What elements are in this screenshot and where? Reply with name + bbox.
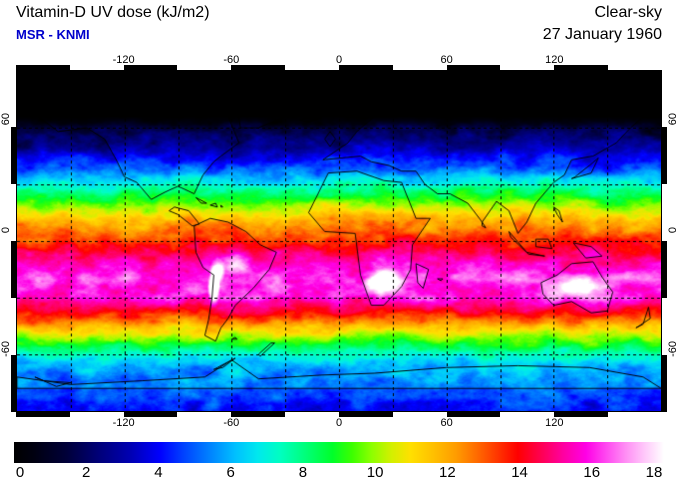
axis-tickbar-right bbox=[662, 70, 667, 412]
source-label: MSR - KNMI bbox=[16, 27, 90, 42]
x-axis-label-top: -60 bbox=[223, 54, 240, 66]
colorbar bbox=[14, 442, 664, 463]
y-axis-label-left: -60 bbox=[0, 341, 12, 357]
y-axis-label-right: -60 bbox=[667, 341, 678, 357]
world-map-heatmap bbox=[16, 70, 662, 412]
x-axis-label-top: 60 bbox=[440, 54, 453, 66]
y-axis-label-right: 60 bbox=[667, 113, 678, 126]
x-axis-label-bottom: 0 bbox=[335, 417, 343, 429]
map-canvas bbox=[17, 71, 661, 411]
x-axis-label-top: 0 bbox=[335, 54, 343, 66]
x-axis-label-bottom: 120 bbox=[545, 417, 564, 429]
x-axis-label-top: -120 bbox=[112, 54, 135, 66]
chart-header: Vitamin-D UV dose (kJ/m2) MSR - KNMI Cle… bbox=[0, 0, 678, 52]
condition-label: Clear-sky bbox=[594, 4, 662, 21]
colorbar-tick-label: 6 bbox=[226, 464, 235, 481]
axis-tickbar-top bbox=[16, 65, 662, 70]
x-axis-label-bottom: -120 bbox=[112, 417, 135, 429]
colorbar-tick-label: 18 bbox=[645, 464, 663, 481]
axis-tickbar-bottom bbox=[16, 412, 662, 417]
colorbar-tick-label: 16 bbox=[583, 464, 601, 481]
y-axis-label-left: 0 bbox=[0, 227, 12, 234]
x-axis-label-bottom: 60 bbox=[440, 417, 453, 429]
colorbar-tick-label: 14 bbox=[511, 464, 528, 481]
colorbar-tick-label: 2 bbox=[82, 464, 91, 481]
y-axis-label-left: 60 bbox=[0, 113, 12, 126]
colorbar-tick-label: 10 bbox=[366, 464, 384, 481]
x-axis-label-top: 120 bbox=[545, 54, 564, 66]
page-title: Vitamin-D UV dose (kJ/m2) bbox=[16, 4, 210, 21]
date-label: 27 January 1960 bbox=[542, 26, 662, 43]
colorbar-tick-label: 4 bbox=[154, 464, 163, 481]
y-axis-label-right: 0 bbox=[667, 227, 678, 234]
colorbar-tick-label: 0 bbox=[15, 464, 25, 481]
x-axis-label-bottom: -60 bbox=[223, 417, 240, 429]
colorbar-tick-label: 12 bbox=[438, 464, 456, 481]
axis-tickbar-left bbox=[11, 70, 16, 412]
colorbar-tick-label: 8 bbox=[298, 464, 308, 481]
colorbar-gradient bbox=[14, 442, 664, 463]
